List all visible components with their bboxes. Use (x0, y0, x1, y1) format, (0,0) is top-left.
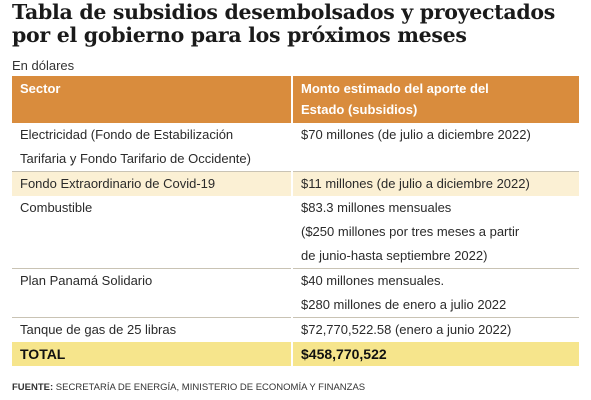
amount-line: ($250 millones por tres meses a partir (301, 224, 520, 239)
amount-line: $72,770,522.58 (enero a junio 2022) (301, 322, 512, 337)
table-row: Fondo Extraordinario de Covid-19 $11 mil… (12, 171, 579, 196)
cell-sector: Tanque de gas de 25 libras (12, 318, 292, 343)
sector-line: Fondo Extraordinario de Covid-19 (20, 176, 216, 191)
cell-amount: $11 millones (de julio a diciembre 2022) (291, 171, 579, 196)
subsidies-table: Sector Monto estimado del aporte del Est… (12, 76, 579, 366)
header-amount-line-2: Estado (subsidios) (301, 102, 418, 117)
amount-line: de junio-hasta septiembre 2022) (301, 248, 488, 263)
amount-line: $40 millones mensuales. (301, 273, 445, 288)
sector-line: Tanque de gas de 25 libras (20, 322, 177, 337)
total-label: TOTAL (12, 342, 292, 366)
title-line-2: por el gobierno para los próximos meses (12, 23, 467, 47)
total-row: TOTAL $458,770,522 (12, 342, 579, 366)
amount-line: $11 millones (de julio a diciembre 2022) (301, 176, 530, 191)
table-row: Electricidad (Fondo de Estabilización Ta… (12, 123, 579, 172)
cell-sector: Electricidad (Fondo de Estabilización Ta… (12, 123, 292, 172)
cell-amount: $72,770,522.58 (enero a junio 2022) (291, 317, 579, 342)
cell-sector: Combustible (12, 196, 292, 269)
sector-line: Plan Panamá Solidario (20, 273, 153, 288)
source-note: FUENTE: SECRETARÍA DE ENERGÍA, MINISTERI… (12, 382, 365, 393)
cell-amount: $40 millones mensuales. $280 millones de… (291, 268, 579, 318)
amount-line: $83.3 millones mensuales (301, 200, 452, 215)
header-amount-line-1: Monto estimado del aporte del (301, 81, 489, 96)
source-label: FUENTE: (12, 382, 54, 393)
title-line-1: Tabla de subsidios desembolsados y proye… (12, 0, 555, 24)
header-amount: Monto estimado del aporte del Estado (su… (291, 76, 579, 123)
table-row: Tanque de gas de 25 libras $72,770,522.5… (12, 317, 579, 343)
cell-amount: $70 millones (de julio a diciembre 2022) (291, 123, 579, 172)
amount-line: $280 millones de enero a julio 2022 (301, 297, 507, 312)
table-row: Combustible $83.3 millones mensuales ($2… (12, 196, 579, 269)
amount-line: $70 millones (de julio a diciembre 2022) (301, 127, 531, 142)
source-text: SECRETARÍA DE ENERGÍA, MINISTERIO DE ECO… (53, 382, 366, 393)
total-amount: $458,770,522 (291, 342, 579, 366)
cell-sector: Plan Panamá Solidario (12, 268, 292, 318)
table-header-row: Sector Monto estimado del aporte del Est… (12, 76, 579, 123)
cell-sector: Fondo Extraordinario de Covid-19 (12, 171, 292, 196)
sector-line: Electricidad (Fondo de Estabilización (20, 127, 234, 142)
sector-line: Tarifaria y Fondo Tarifario de Occidente… (20, 151, 251, 166)
header-sector: Sector (12, 76, 292, 123)
page-title: Tabla de subsidios desembolsados y proye… (12, 1, 587, 47)
units-note: En dólares (12, 58, 75, 73)
cell-amount: $83.3 millones mensuales ($250 millones … (291, 196, 579, 269)
table-row: Plan Panamá Solidario $40 millones mensu… (12, 268, 579, 318)
sector-line: Combustible (20, 200, 93, 215)
